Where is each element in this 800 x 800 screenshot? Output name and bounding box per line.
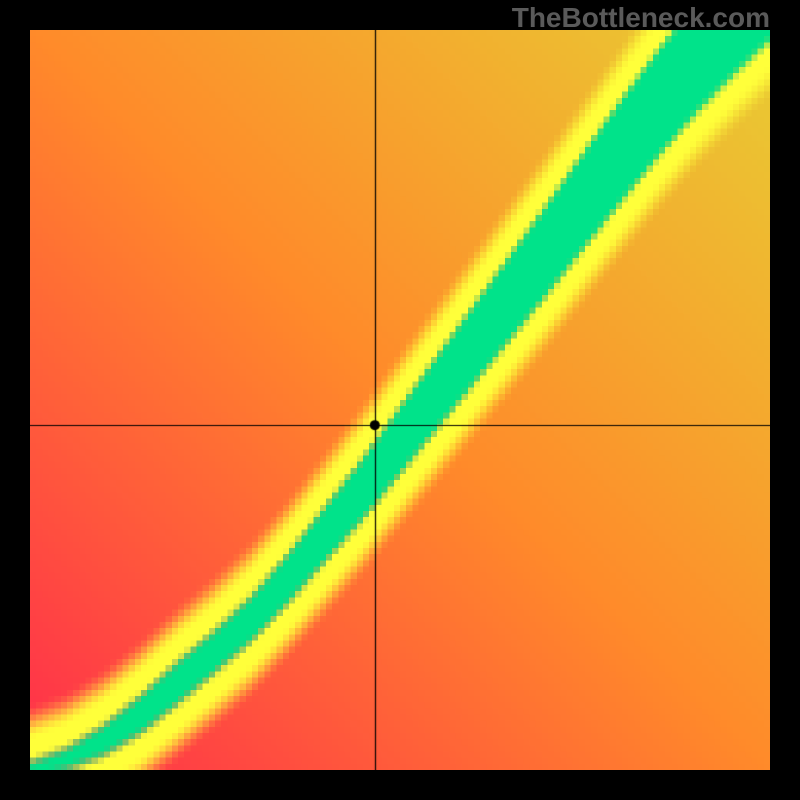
chart-container: TheBottleneck.com — [0, 0, 800, 800]
watermark-text: TheBottleneck.com — [512, 2, 770, 34]
crosshair-overlay — [30, 30, 770, 770]
